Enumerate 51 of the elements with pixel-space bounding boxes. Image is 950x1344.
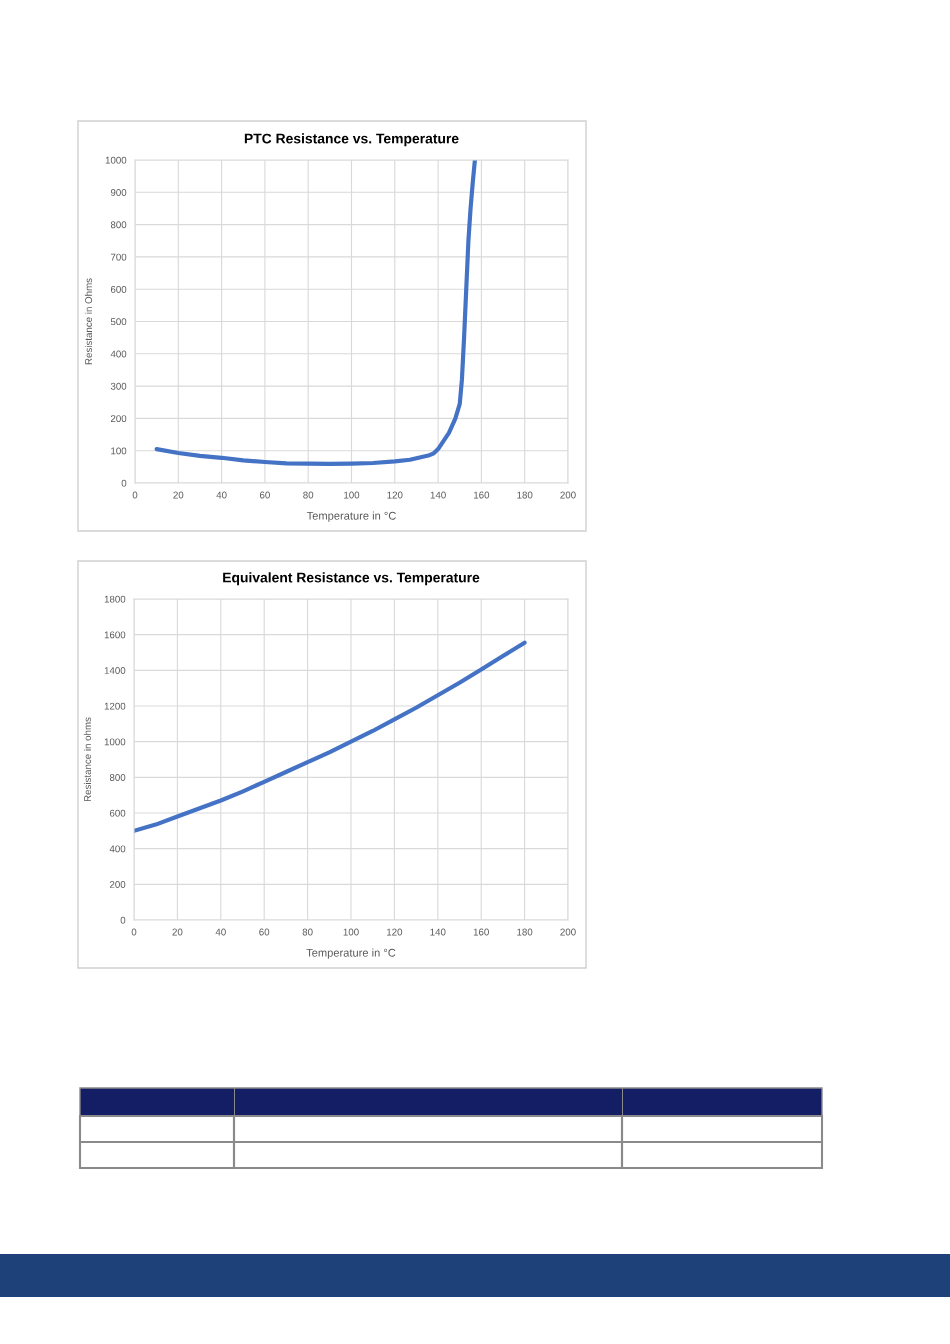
- x-tick-label: 160: [473, 928, 489, 936]
- x-tick-label: 120: [387, 928, 403, 936]
- y-tick-label: 900: [110, 189, 127, 196]
- x-tick-label: 140: [430, 491, 446, 499]
- y-tick-label: 1800: [104, 595, 126, 603]
- y-tick-label: 1600: [104, 631, 126, 639]
- y-axis-title: Resistance in ohms: [83, 717, 92, 802]
- x-tick-label: 120: [387, 491, 403, 499]
- y-tick-label: 800: [109, 774, 126, 781]
- x-axis-title: Temperature in °C: [306, 948, 396, 959]
- y-tick-label: 1000: [104, 738, 126, 746]
- x-tick-label: 180: [517, 928, 533, 936]
- chart-title: PTC Resistance vs. Temperature: [244, 133, 459, 147]
- x-tick-label: 80: [303, 491, 314, 499]
- x-tick-label: 40: [216, 491, 227, 499]
- x-tick-label: 0: [132, 491, 138, 499]
- x-tick-label: 20: [172, 928, 183, 936]
- y-tick-label: 1400: [104, 667, 126, 674]
- y-tick-label: 1000: [105, 156, 127, 164]
- y-tick-label: 200: [109, 881, 126, 888]
- x-tick-label: 200: [560, 928, 576, 936]
- y-axis-title: Resistance in Ohms: [84, 278, 93, 365]
- x-tick-label: 160: [474, 491, 490, 499]
- y-tick-label: 600: [110, 285, 127, 293]
- x-tick-label: 80: [302, 928, 313, 936]
- y-tick-label: 400: [110, 350, 127, 358]
- y-tick-label: 500: [110, 318, 127, 326]
- x-tick-label: 60: [259, 928, 270, 936]
- x-tick-label: 180: [517, 491, 533, 499]
- y-tick-label: 0: [120, 916, 126, 924]
- x-tick-label: 20: [173, 491, 184, 499]
- x-tick-label: 100: [344, 491, 360, 499]
- y-tick-label: 0: [121, 479, 127, 487]
- x-axis-title: Temperature in °C: [306, 511, 396, 522]
- y-tick-label: 100: [111, 447, 127, 455]
- x-tick-label: 0: [131, 928, 137, 936]
- y-tick-label: 1200: [104, 702, 126, 710]
- y-tick-label: 700: [110, 253, 127, 261]
- x-tick-label: 100: [343, 928, 359, 936]
- x-tick-label: 200: [560, 491, 576, 499]
- y-tick-label: 300: [110, 382, 127, 390]
- line-series: [154, 160, 477, 467]
- x-tick-label: 40: [215, 928, 226, 936]
- y-tick-label: 200: [110, 415, 127, 423]
- x-tick-label: 60: [259, 491, 270, 499]
- y-tick-label: 800: [110, 221, 127, 229]
- x-tick-label: 140: [430, 928, 446, 936]
- y-tick-label: 400: [109, 845, 126, 853]
- line-series: [134, 640, 527, 833]
- chart-title: Equivalent Resistance vs. Temperature: [223, 572, 480, 586]
- y-tick-label: 600: [109, 809, 126, 817]
